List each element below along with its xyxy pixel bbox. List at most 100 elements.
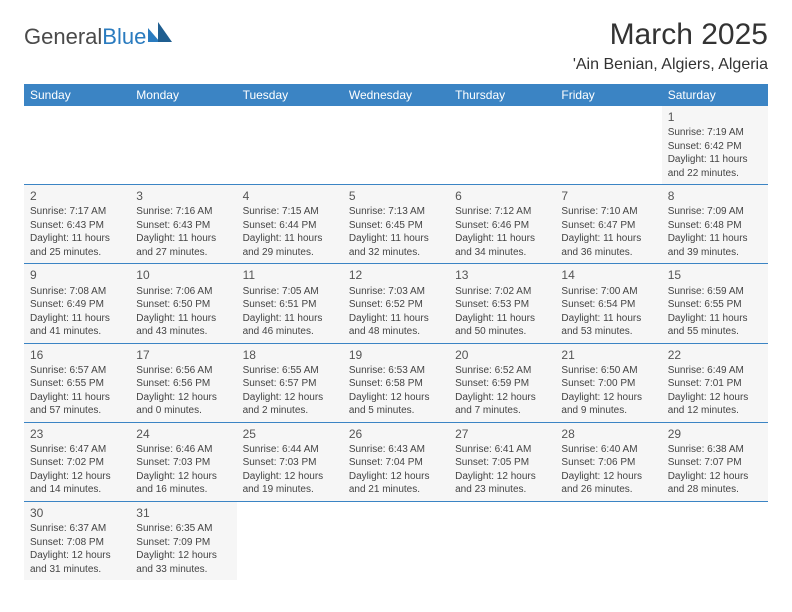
sunrise-text: Sunrise: 7:17 AM bbox=[30, 205, 124, 219]
day-number: 24 bbox=[136, 426, 230, 442]
sunset-text: Sunset: 6:48 PM bbox=[668, 219, 762, 233]
sunrise-text: Sunrise: 7:03 AM bbox=[349, 285, 443, 299]
daylight-text: Daylight: 12 hours and 7 minutes. bbox=[455, 391, 549, 418]
day-number: 20 bbox=[455, 347, 549, 363]
day-number: 26 bbox=[349, 426, 443, 442]
calendar-cell: 29Sunrise: 6:38 AMSunset: 7:07 PMDayligh… bbox=[662, 422, 768, 501]
logo-text-gray: General bbox=[24, 24, 102, 50]
sunrise-text: Sunrise: 6:38 AM bbox=[668, 443, 762, 457]
sunrise-text: Sunrise: 7:15 AM bbox=[243, 205, 337, 219]
day-number: 10 bbox=[136, 267, 230, 283]
sunset-text: Sunset: 6:55 PM bbox=[30, 377, 124, 391]
day-number: 12 bbox=[349, 267, 443, 283]
weekday-header: Tuesday bbox=[237, 84, 343, 106]
calendar-cell: 8Sunrise: 7:09 AMSunset: 6:48 PMDaylight… bbox=[662, 185, 768, 264]
month-title: March 2025 bbox=[573, 18, 768, 52]
daylight-text: Daylight: 12 hours and 31 minutes. bbox=[30, 549, 124, 576]
daylight-text: Daylight: 11 hours and 48 minutes. bbox=[349, 312, 443, 339]
day-number: 5 bbox=[349, 188, 443, 204]
calendar-cell bbox=[237, 501, 343, 580]
sunset-text: Sunset: 7:07 PM bbox=[668, 456, 762, 470]
sunrise-text: Sunrise: 6:43 AM bbox=[349, 443, 443, 457]
calendar-cell bbox=[449, 106, 555, 185]
daylight-text: Daylight: 12 hours and 19 minutes. bbox=[243, 470, 337, 497]
daylight-text: Daylight: 12 hours and 21 minutes. bbox=[349, 470, 443, 497]
sunrise-text: Sunrise: 6:55 AM bbox=[243, 364, 337, 378]
day-number: 9 bbox=[30, 267, 124, 283]
sunset-text: Sunset: 7:06 PM bbox=[561, 456, 655, 470]
sunset-text: Sunset: 7:03 PM bbox=[136, 456, 230, 470]
daylight-text: Daylight: 12 hours and 5 minutes. bbox=[349, 391, 443, 418]
daylight-text: Daylight: 12 hours and 2 minutes. bbox=[243, 391, 337, 418]
calendar-cell bbox=[662, 501, 768, 580]
daylight-text: Daylight: 12 hours and 9 minutes. bbox=[561, 391, 655, 418]
daylight-text: Daylight: 12 hours and 26 minutes. bbox=[561, 470, 655, 497]
logo: GeneralBlue bbox=[24, 24, 174, 50]
calendar-row: 2Sunrise: 7:17 AMSunset: 6:43 PMDaylight… bbox=[24, 185, 768, 264]
sunrise-text: Sunrise: 7:10 AM bbox=[561, 205, 655, 219]
calendar-cell: 12 Sunrise: 7:03 AMSunset: 6:52 PMDayligh… bbox=[343, 264, 449, 343]
calendar-cell: 24Sunrise: 6:46 AMSunset: 7:03 PMDayligh… bbox=[130, 422, 236, 501]
sunrise-text: Sunrise: 7:02 AM bbox=[455, 285, 549, 299]
day-number: 8 bbox=[668, 188, 762, 204]
sunrise-text: Sunrise: 6:50 AM bbox=[561, 364, 655, 378]
sunset-text: Sunset: 7:02 PM bbox=[30, 456, 124, 470]
daylight-text: Daylight: 12 hours and 12 minutes. bbox=[668, 391, 762, 418]
daylight-text: Daylight: 12 hours and 16 minutes. bbox=[136, 470, 230, 497]
calendar-cell bbox=[343, 501, 449, 580]
sunrise-text: Sunrise: 7:09 AM bbox=[668, 205, 762, 219]
calendar-cell: 22Sunrise: 6:49 AMSunset: 7:01 PMDayligh… bbox=[662, 343, 768, 422]
calendar-cell: 1Sunrise: 7:19 AMSunset: 6:42 PMDaylight… bbox=[662, 106, 768, 185]
day-number: 7 bbox=[561, 188, 655, 204]
daylight-text: Daylight: 11 hours and 29 minutes. bbox=[243, 232, 337, 259]
calendar-cell bbox=[130, 106, 236, 185]
location-text: 'Ain Benian, Algiers, Algeria bbox=[573, 56, 768, 74]
daylight-text: Daylight: 11 hours and 57 minutes. bbox=[30, 391, 124, 418]
day-number: 22 bbox=[668, 347, 762, 363]
sunset-text: Sunset: 6:51 PM bbox=[243, 298, 337, 312]
calendar-row: 16Sunrise: 6:57 AMSunset: 6:55 PMDayligh… bbox=[24, 343, 768, 422]
calendar-cell: 3Sunrise: 7:16 AMSunset: 6:43 PMDaylight… bbox=[130, 185, 236, 264]
daylight-text: Daylight: 12 hours and 28 minutes. bbox=[668, 470, 762, 497]
sunrise-text: Sunrise: 7:19 AM bbox=[668, 126, 762, 140]
sunset-text: Sunset: 6:56 PM bbox=[136, 377, 230, 391]
sunrise-text: Sunrise: 6:40 AM bbox=[561, 443, 655, 457]
daylight-text: Daylight: 11 hours and 50 minutes. bbox=[455, 312, 549, 339]
calendar-cell: 15Sunrise: 6:59 AMSunset: 6:55 PMDayligh… bbox=[662, 264, 768, 343]
sunrise-text: Sunrise: 7:16 AM bbox=[136, 205, 230, 219]
sunrise-text: Sunrise: 6:49 AM bbox=[668, 364, 762, 378]
calendar-cell: 13Sunrise: 7:02 AMSunset: 6:53 PMDayligh… bbox=[449, 264, 555, 343]
calendar-cell: 19Sunrise: 6:53 AMSunset: 6:58 PMDayligh… bbox=[343, 343, 449, 422]
sunrise-text: Sunrise: 6:44 AM bbox=[243, 443, 337, 457]
calendar-row: 23Sunrise: 6:47 AMSunset: 7:02 PMDayligh… bbox=[24, 422, 768, 501]
sunset-text: Sunset: 6:43 PM bbox=[136, 219, 230, 233]
sunrise-text: Sunrise: 7:06 AM bbox=[136, 285, 230, 299]
sunrise-text: Sunrise: 6:59 AM bbox=[668, 285, 762, 299]
day-number: 30 bbox=[30, 505, 124, 521]
daylight-text: Daylight: 11 hours and 32 minutes. bbox=[349, 232, 443, 259]
calendar-cell: 31Sunrise: 6:35 AMSunset: 7:09 PMDayligh… bbox=[130, 501, 236, 580]
daylight-text: Daylight: 11 hours and 25 minutes. bbox=[30, 232, 124, 259]
calendar-cell: 27Sunrise: 6:41 AMSunset: 7:05 PMDayligh… bbox=[449, 422, 555, 501]
day-number: 3 bbox=[136, 188, 230, 204]
daylight-text: Daylight: 11 hours and 34 minutes. bbox=[455, 232, 549, 259]
sunset-text: Sunset: 6:52 PM bbox=[349, 298, 443, 312]
day-number: 31 bbox=[136, 505, 230, 521]
calendar-table: Sunday Monday Tuesday Wednesday Thursday… bbox=[24, 84, 768, 580]
daylight-text: Daylight: 11 hours and 46 minutes. bbox=[243, 312, 337, 339]
weekday-header: Thursday bbox=[449, 84, 555, 106]
weekday-header: Sunday bbox=[24, 84, 130, 106]
sunset-text: Sunset: 7:00 PM bbox=[561, 377, 655, 391]
day-number: 21 bbox=[561, 347, 655, 363]
sunrise-text: Sunrise: 7:13 AM bbox=[349, 205, 443, 219]
day-number: 6 bbox=[455, 188, 549, 204]
sunrise-text: Sunrise: 6:53 AM bbox=[349, 364, 443, 378]
sunrise-text: Sunrise: 6:56 AM bbox=[136, 364, 230, 378]
calendar-cell: 20Sunrise: 6:52 AMSunset: 6:59 PMDayligh… bbox=[449, 343, 555, 422]
calendar-cell bbox=[449, 501, 555, 580]
sunset-text: Sunset: 7:01 PM bbox=[668, 377, 762, 391]
daylight-text: Daylight: 11 hours and 55 minutes. bbox=[668, 312, 762, 339]
calendar-cell: 17Sunrise: 6:56 AMSunset: 6:56 PMDayligh… bbox=[130, 343, 236, 422]
calendar-cell: 6Sunrise: 7:12 AMSunset: 6:46 PMDaylight… bbox=[449, 185, 555, 264]
calendar-cell: 9Sunrise: 7:08 AMSunset: 6:49 PMDaylight… bbox=[24, 264, 130, 343]
